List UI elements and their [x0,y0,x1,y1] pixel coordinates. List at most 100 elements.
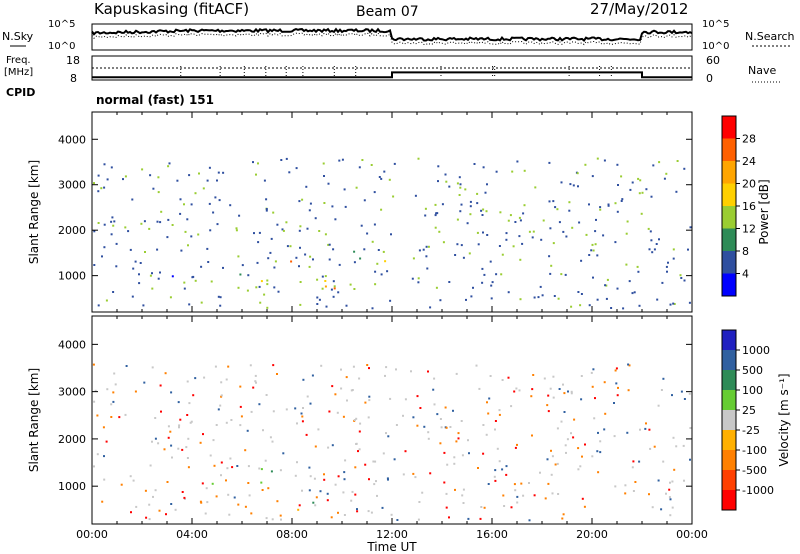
power-cell [683,279,686,282]
power-cell [605,297,608,300]
power-cell [235,229,238,232]
power-cell [549,272,552,275]
power-cell [640,212,643,215]
power-cell [476,231,479,234]
power-cell [645,188,648,191]
power-cell [301,198,304,201]
velocity-cell [530,395,533,398]
velocity-cell [255,381,257,384]
power-cell [465,298,467,301]
power-cell [380,177,383,180]
power-cell [548,255,551,258]
velocity-cell [381,506,384,509]
velocity-cell [258,403,261,406]
velocity-cell [320,364,323,367]
power-cell [331,205,334,208]
power-cell [255,173,257,176]
velocity-cell [581,497,584,500]
power-cell [212,211,215,214]
power-cell [191,276,194,279]
velocity-cell [591,455,594,458]
velocity-cell [389,397,392,400]
velocity-cell [302,378,305,381]
power-cell [569,183,572,186]
velocity-cell [549,387,552,390]
power-cell [592,276,594,279]
velocity-cell [551,492,554,495]
power-cell [585,233,588,236]
velocity-cell [164,372,167,375]
velocity-cell [617,386,619,389]
power-cell [444,173,447,176]
velocity-cell [300,412,303,415]
velocity-cell [665,492,667,495]
power-cell [462,256,465,259]
velocity-cell [246,429,249,432]
velocity-cell [260,468,263,471]
power-cell [459,183,462,186]
velocity-cell [648,428,651,431]
power-cell [663,177,666,180]
power-cell [458,194,461,196]
power-cell [422,248,425,251]
velocity-cell [639,428,641,431]
power-cell [633,291,636,294]
power-cell [374,283,377,286]
power-cell [571,226,574,229]
power-cell [334,218,337,221]
velocity-colorbar-label: Velocity [m s⁻¹] [777,373,791,466]
velocity-cell [368,478,370,481]
power-cell [285,221,288,224]
colorbar-swatch [722,183,736,207]
velocity-cell [485,433,488,436]
x-tick-label: 00:00 [676,528,708,541]
power-cell [323,202,326,204]
velocity-cell [483,506,486,509]
velocity-cell [301,420,304,423]
velocity-cell [386,477,389,480]
velocity-cell [356,510,359,513]
power-cell [560,273,563,276]
power-cell [324,280,327,282]
power-cell [318,230,321,232]
power-cell [106,178,109,181]
power-cell [434,203,437,206]
power-cell [288,171,291,174]
velocity-cell [660,389,663,391]
colorbar-tick-label: 24 [742,155,756,168]
power-cell [263,179,266,182]
velocity-cell [498,413,501,416]
power-cell [469,205,472,208]
velocity-cell [522,494,525,497]
power-cell [542,219,545,222]
power-cell [122,178,124,181]
velocity-cell [402,473,405,476]
power-cell [676,160,679,162]
velocity-cell [563,411,566,413]
velocity-cell [570,392,573,395]
colorbar-frame [721,329,737,511]
power-cell [110,220,113,223]
velocity-cell [194,377,197,380]
power-cell [661,281,664,284]
velocity-cell [129,475,132,478]
power-cell [591,175,594,178]
velocity-cell [214,365,217,368]
power-cell [160,210,163,213]
velocity-cell [113,372,116,375]
power-cell [312,258,314,261]
power-cell [358,166,361,169]
velocity-cell [660,508,663,511]
power-cell [596,254,599,257]
power-cell [518,216,521,219]
velocity-cell [151,366,154,369]
x-tick-label: 12:00 [376,528,408,541]
power-cell [468,252,471,255]
power-cell [265,198,268,201]
power-cell [159,221,162,224]
power-cell [534,186,537,189]
velocity-cell [546,458,549,461]
power-cell [332,248,335,251]
power-cell [332,295,335,298]
power-cell [554,206,557,209]
